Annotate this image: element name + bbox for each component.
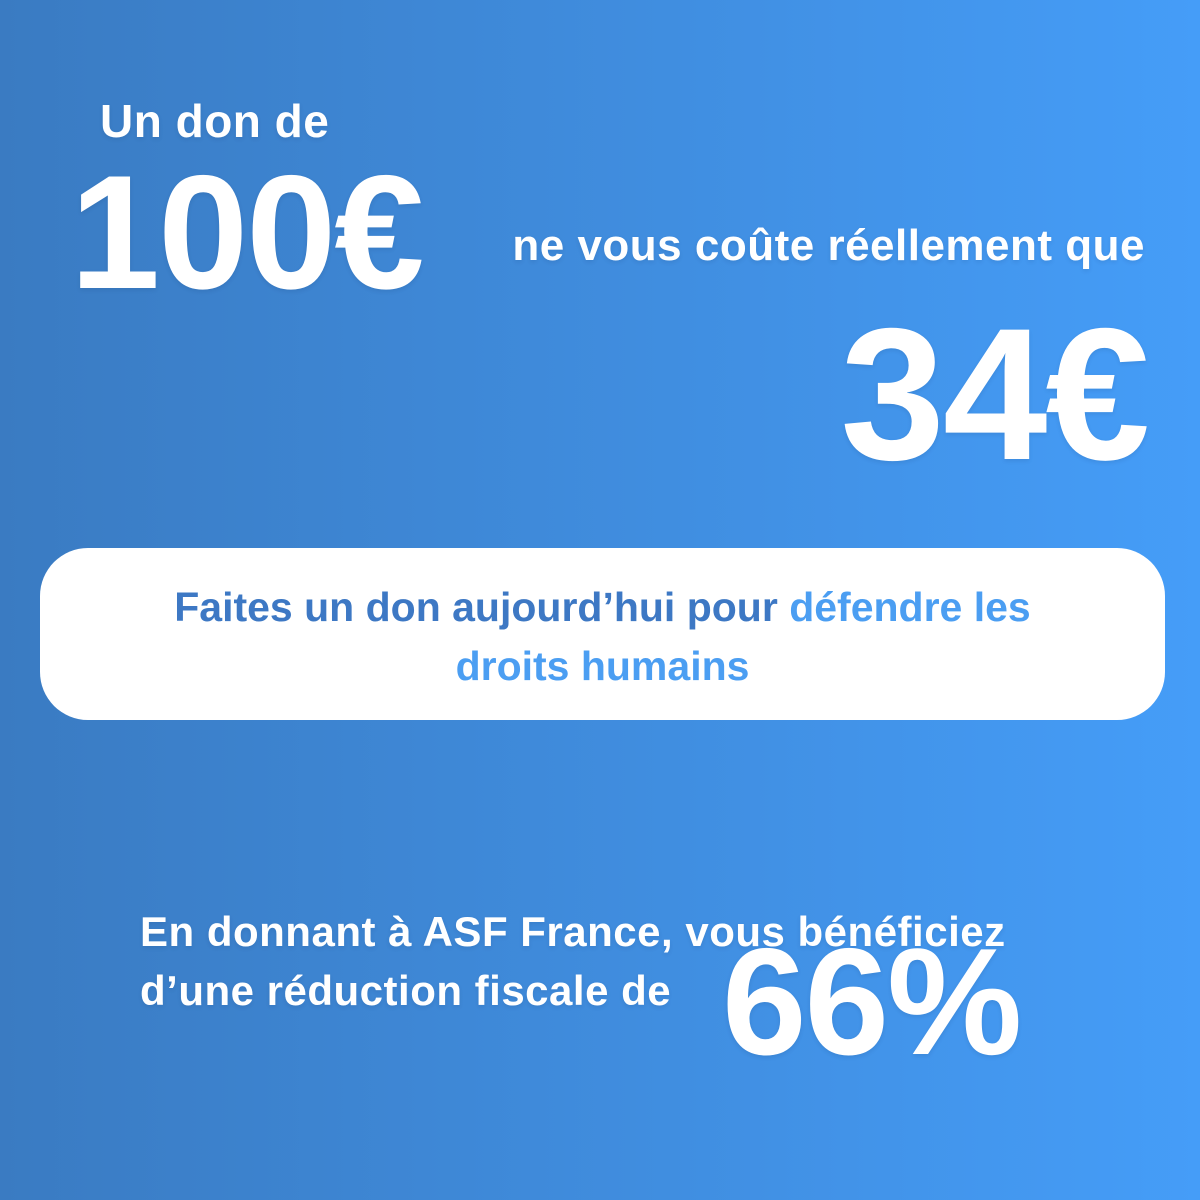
tax-benefit-line-1: En donnant à ASF France, vous bénéficiez — [140, 908, 1006, 955]
cta-line-1: Faites un don aujourd’hui pour défendre … — [174, 578, 1031, 637]
donation-amount: 100€ — [70, 142, 424, 323]
cta-text-primary: Faites un don aujourd’hui pour — [174, 584, 790, 630]
real-cost-amount: 34€ — [840, 289, 1150, 499]
real-cost-label: ne vous coûte réellement que — [512, 221, 1145, 270]
cta-text-highlight-part1: défendre les — [789, 584, 1031, 630]
donate-cta-card[interactable]: Faites un don aujourd’hui pour défendre … — [40, 548, 1165, 720]
tax-benefit-line-2: d’une réduction fiscale de — [140, 967, 672, 1014]
tax-reduction-percentage: 66% — [722, 917, 1022, 1087]
tax-benefit-text: En donnant à ASF France, vous bénéficiez… — [140, 902, 1006, 1020]
cta-text-highlight-part2: droits humains — [455, 643, 750, 689]
intro-text: Un don de — [100, 95, 330, 147]
